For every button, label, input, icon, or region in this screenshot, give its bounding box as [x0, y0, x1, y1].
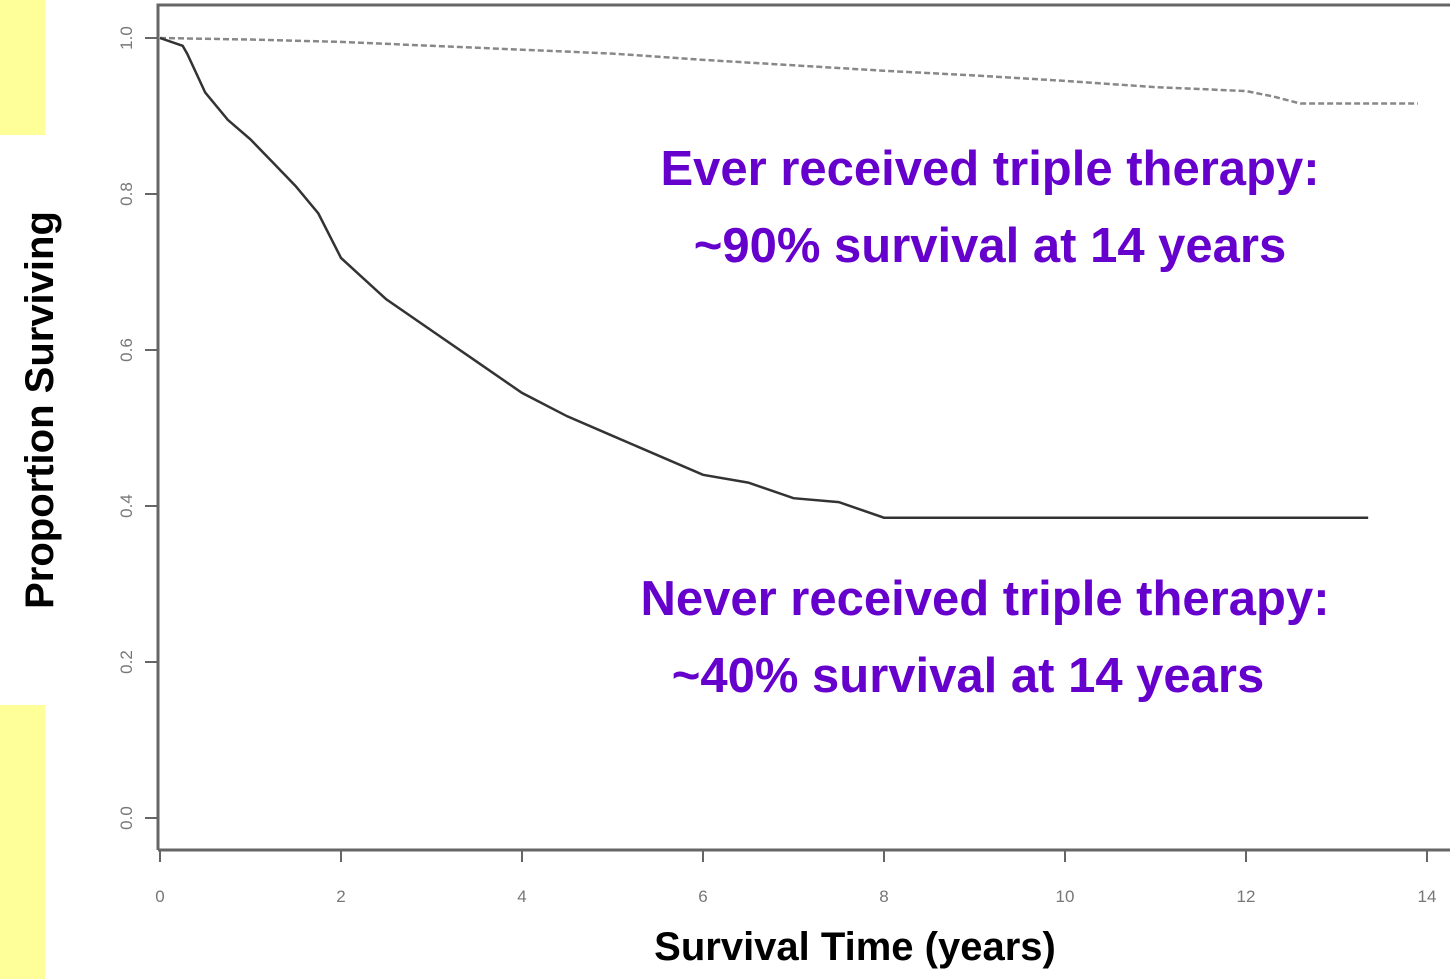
y-tick-label: 0.0	[117, 806, 136, 830]
survival-curve	[159, 36, 1369, 519]
y-tick-label: 1.0	[117, 26, 136, 50]
y-tick-label: 0.6	[117, 338, 136, 362]
survival-curve	[159, 36, 1418, 105]
x-tick-label: 10	[1056, 887, 1075, 906]
x-tick-label: 14	[1418, 887, 1437, 906]
background-strip	[0, 0, 45, 135]
background-strip	[0, 705, 45, 979]
y-tick-label: 0.2	[117, 650, 136, 674]
x-tick-label: 8	[879, 887, 888, 906]
x-tick-label: 2	[336, 887, 345, 906]
annotation: ~90% survival at 14 years	[694, 219, 1287, 273]
x-tick-label: 6	[698, 887, 707, 906]
x-tick-label: 0	[155, 887, 164, 906]
y-axis-title: Proportion Surviving	[18, 211, 62, 609]
plot-frame	[156, 3, 1450, 850]
x-tick-label: 12	[1237, 887, 1256, 906]
annotation: Ever received triple therapy:	[660, 142, 1319, 196]
y-tick-label: 0.8	[117, 182, 136, 206]
annotation: ~40% survival at 14 years	[672, 649, 1265, 703]
y-tick-label: 0.4	[117, 494, 136, 518]
x-tick-label: 4	[517, 887, 526, 906]
x-axis-title: Survival Time (years)	[654, 925, 1056, 969]
annotation: Never received triple therapy:	[640, 572, 1329, 626]
